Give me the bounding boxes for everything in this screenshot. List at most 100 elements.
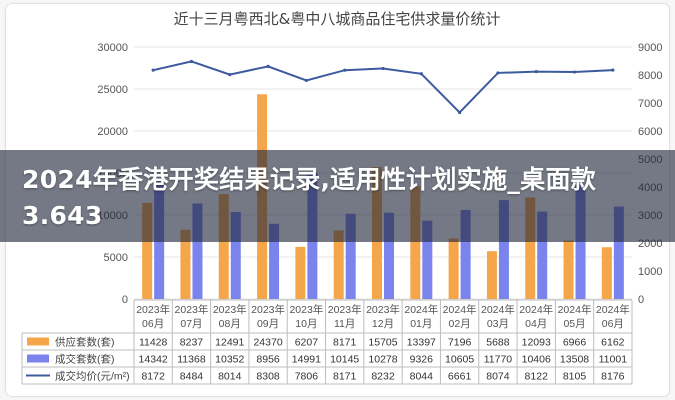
table-value: 14991 (292, 354, 321, 366)
x-tick-label-year: 2023年 (289, 303, 323, 316)
table-value: 10406 (522, 354, 551, 366)
table-value: 13508 (560, 354, 589, 366)
table-value: 8232 (371, 371, 395, 383)
supply-bar (218, 194, 229, 299)
chart-title: 近十三月粤西北&粤中八城商品住宅供求量价统计 (174, 10, 501, 28)
table-value: 6661 (448, 371, 472, 383)
table-value: 6207 (295, 337, 319, 349)
deal-bar (498, 200, 509, 299)
table-value: 8074 (486, 371, 510, 383)
y-right-tick-label: 0 (638, 294, 644, 306)
headline-banner (0, 150, 675, 242)
table-value: 8171 (333, 371, 357, 383)
table-value: 10605 (445, 354, 474, 366)
x-tick-label-year: 2023年 (328, 303, 362, 316)
x-tick-label-month: 09月 (257, 318, 279, 330)
x-tick-label-year: 2024年 (596, 303, 630, 316)
table-value: 8014 (218, 371, 242, 383)
table-value: 8171 (333, 337, 357, 349)
deal-bar (345, 213, 356, 299)
y-left-tick-label: 30000 (97, 42, 128, 54)
x-tick-label-month: 06月 (602, 318, 624, 330)
deal-bar (613, 206, 624, 299)
table-value: 8172 (141, 371, 165, 383)
supply-bar (486, 251, 497, 299)
price-point (534, 69, 538, 74)
price-point (266, 64, 270, 68)
x-tick-label-year: 2024年 (443, 303, 477, 316)
y-left-tick-label: 5000 (104, 252, 128, 264)
x-tick-label-month: 05月 (563, 318, 585, 330)
legend-swatch (27, 354, 49, 363)
price-point (228, 73, 232, 77)
table-value: 14342 (139, 354, 168, 366)
price-point (343, 68, 347, 72)
table-value: 9326 (410, 354, 434, 366)
table-value: 8308 (256, 371, 280, 383)
legend-label: 成交套数(套) (55, 353, 115, 366)
table-value: 5688 (486, 337, 510, 349)
supply-bar (410, 186, 421, 299)
table-value: 11001 (599, 354, 628, 366)
x-tick-label-month: 03月 (487, 318, 509, 330)
deal-bar (575, 185, 586, 299)
x-tick-label-year: 2023年 (366, 303, 400, 316)
deal-bar (422, 220, 433, 299)
x-tick-label-year: 2024年 (558, 303, 592, 316)
table-value: 8956 (256, 354, 280, 366)
price-point (419, 72, 423, 76)
table-value: 12491 (215, 337, 244, 349)
y-left-tick-label: 0 (122, 294, 128, 306)
price-point (458, 110, 462, 115)
legend-label: 成交均价(元/m²) (55, 370, 130, 383)
price-point (381, 66, 385, 71)
deal-bar (537, 211, 548, 299)
y-right-tick-label: 1000 (638, 266, 662, 278)
x-tick-label-month: 08月 (219, 318, 241, 330)
x-tick-label-month: 12月 (372, 318, 394, 330)
x-tick-label-month: 04月 (525, 318, 547, 330)
headline-text: 2024年香港开奖结果记录,适用性计划实施_桌面款3.643 (22, 165, 597, 230)
table-value: 12093 (522, 337, 551, 349)
legend-swatch (27, 337, 49, 346)
table-value: 10278 (368, 354, 397, 366)
deal-bar (460, 209, 471, 299)
supply-bar (333, 230, 344, 299)
x-tick-label-year: 2023年 (136, 303, 170, 316)
table-value: 8105 (563, 371, 587, 383)
supply-bar (563, 240, 574, 299)
price-point (611, 68, 615, 72)
supply-bar (525, 197, 536, 299)
price-point (151, 68, 155, 72)
price-point (572, 70, 577, 74)
supply-bar (142, 203, 153, 299)
price-point (304, 78, 308, 83)
x-tick-label-month: 07月 (180, 318, 202, 330)
table-value: 7196 (448, 337, 472, 349)
supply-bar (601, 247, 612, 299)
y-right-tick-label: 9000 (638, 42, 662, 54)
y-left-tick-label: 20000 (97, 126, 128, 138)
x-tick-label-year: 2023年 (251, 303, 285, 316)
supply-bar (448, 238, 459, 299)
table-value: 8176 (601, 371, 625, 383)
table-value: 10352 (215, 354, 244, 366)
price-point (189, 59, 194, 64)
table-value: 6162 (601, 337, 625, 349)
y-right-tick-label: 8000 (638, 70, 662, 82)
deal-bar (384, 212, 394, 299)
deal-bar (230, 212, 241, 299)
deal-bar (192, 203, 203, 299)
table-value: 13397 (407, 337, 436, 349)
table-value: 6966 (563, 337, 587, 349)
x-tick-label-month: 06月 (142, 318, 164, 330)
y-right-tick-label: 7000 (638, 98, 662, 110)
x-tick-label-year: 2024年 (404, 303, 438, 316)
price-point (496, 71, 500, 75)
table-value: 8044 (410, 371, 434, 383)
table-value: 11770 (484, 354, 513, 366)
table-value: 8122 (525, 371, 549, 383)
supply-bar (180, 229, 191, 299)
table-value: 10145 (330, 354, 359, 366)
